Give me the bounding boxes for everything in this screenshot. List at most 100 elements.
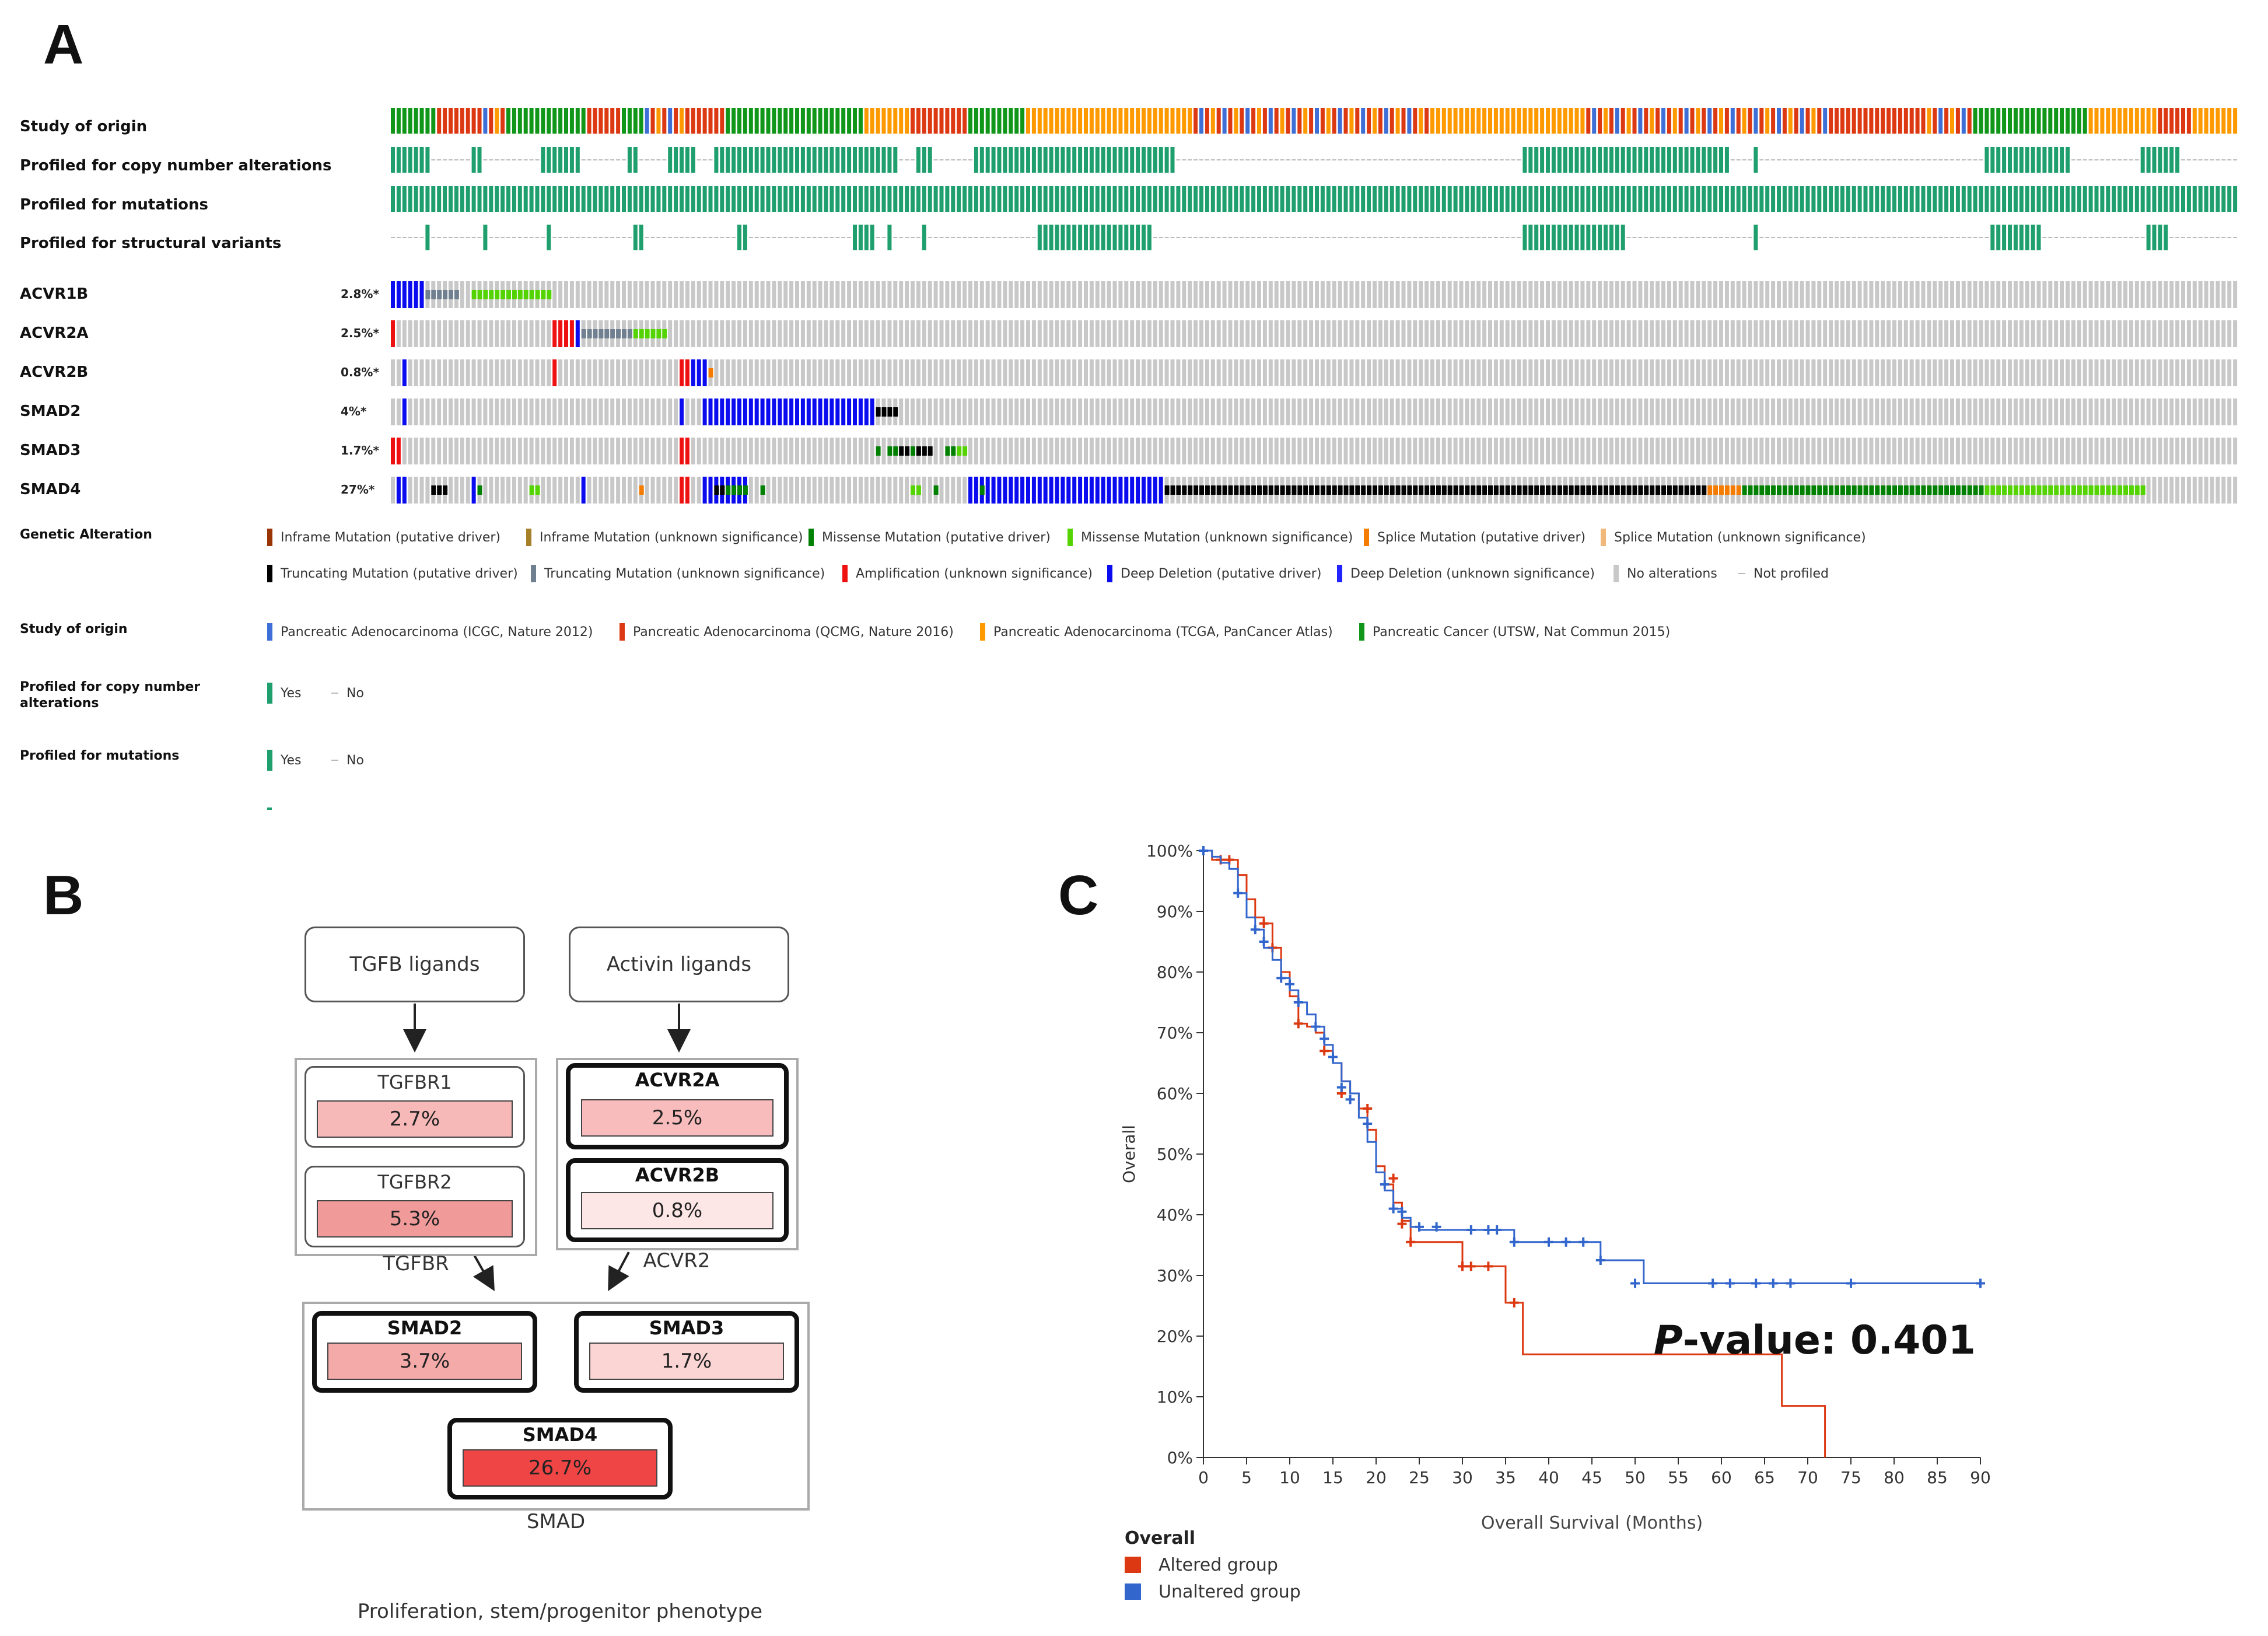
mutation-mark [616, 329, 621, 338]
sv-cell-empty [748, 237, 753, 238]
gene-cell [1569, 320, 1573, 347]
gene-cell [1748, 359, 1752, 386]
cna-cell-empty [1800, 159, 1804, 160]
sv-cell-empty [454, 237, 459, 238]
mut-cell [1620, 186, 1625, 212]
gene-cell [547, 477, 551, 504]
gene-cell [483, 438, 488, 464]
gene-cell [1805, 359, 1810, 386]
gene-cell [806, 438, 811, 464]
gene-cell [1551, 320, 1556, 347]
cna-cell-empty [1979, 159, 1983, 160]
cna-cell-empty [1927, 159, 1931, 160]
mut-cell [2140, 186, 2145, 212]
legend-no-alterations: No alterations [1614, 565, 1738, 582]
study-cell [1835, 108, 1839, 134]
gene-cell [1251, 398, 1256, 425]
gene-cell [454, 359, 459, 386]
gene-cell [1690, 398, 1695, 425]
mut-cell [1644, 186, 1648, 212]
gene-cell [1592, 359, 1597, 386]
gene-cell [714, 281, 719, 308]
mutation-mark [639, 329, 644, 338]
sv-cell [1592, 225, 1597, 250]
y-tick-label: 60% [1157, 1084, 1193, 1103]
cna-cell [1707, 147, 1712, 173]
gene-cell [477, 320, 482, 347]
mut-cell [1112, 186, 1117, 212]
gene-label-smad3: SMAD3 [20, 442, 81, 459]
gene-cell [789, 320, 794, 347]
cna-cell [2002, 147, 2007, 173]
sv-cell [639, 225, 643, 250]
gene-tgfbr1-value: 2.7% [317, 1100, 513, 1138]
cna-cell [985, 147, 990, 173]
mut-cell [1604, 186, 1608, 212]
sv-cell [1563, 225, 1567, 250]
gene-cell [2134, 320, 2139, 347]
gene-cell [1990, 320, 1995, 347]
study-cell [1661, 108, 1665, 134]
cna-cell-empty [1892, 159, 1896, 160]
gene-cell [702, 320, 707, 347]
cna-cell-empty [1176, 159, 1181, 160]
gene-cell [853, 320, 857, 347]
mutation-mark [1967, 485, 1972, 495]
gene-cell [1378, 398, 1382, 425]
mutation-mark [639, 485, 644, 495]
gene-acvr2b-name: ACVR2B [635, 1164, 720, 1186]
gene-cell [1130, 281, 1135, 308]
gene-cell [1546, 359, 1550, 386]
sv-cell-empty [1488, 237, 1492, 238]
cna-cell [870, 147, 874, 173]
mutation-mark [431, 485, 436, 495]
mutation-mark [1326, 485, 1331, 495]
gene-cell [853, 281, 857, 308]
gene-cell [668, 477, 673, 504]
gene-cell [870, 398, 874, 425]
gene-cell [1182, 281, 1186, 308]
cna-cell-empty [1805, 159, 1810, 160]
cna-cell-empty [2100, 159, 2105, 160]
gene-cell [887, 477, 892, 504]
gene-cell [1407, 281, 1412, 308]
mutation-mark [1887, 485, 1892, 495]
gene-cell [402, 398, 407, 425]
gene-cell [680, 477, 684, 504]
sv-cell-empty [1505, 237, 1510, 238]
cna-cell [991, 147, 996, 173]
gene-cell [1210, 398, 1215, 425]
gene-cell [766, 438, 771, 464]
gene-cell [471, 320, 476, 347]
gene-cell [1349, 398, 1354, 425]
gene-cell [1338, 320, 1342, 347]
mut-cell [2042, 186, 2047, 212]
gene-cell [2158, 477, 2162, 504]
gene-cell [680, 281, 684, 308]
gene-cell [2100, 320, 2105, 347]
gene-cell [1632, 320, 1637, 347]
cna-cell-empty [1390, 159, 1394, 160]
gene-cell [1222, 281, 1227, 308]
sv-cell-empty [916, 237, 921, 238]
gene-cell [766, 320, 771, 347]
gene-cell [1245, 438, 1250, 464]
censor-mark [1509, 1298, 1519, 1308]
censor-mark [1311, 1022, 1321, 1032]
study-cell [2060, 108, 2064, 134]
mut-cell [1574, 186, 1579, 212]
sv-cell-empty [1355, 237, 1360, 238]
gene-cell [1482, 398, 1487, 425]
sv-cell-empty [818, 237, 822, 238]
study-cell [656, 108, 661, 134]
study-cell [1245, 108, 1250, 134]
gene-cell [466, 281, 470, 308]
study-cell [772, 108, 776, 134]
sv-cell-empty [778, 237, 782, 238]
gene-cell [1881, 438, 1885, 464]
gene-cell [1124, 320, 1129, 347]
study-cell [1557, 108, 1562, 134]
gene-cell [806, 477, 811, 504]
gene-cell [748, 281, 753, 308]
gene-cell [1124, 359, 1129, 386]
